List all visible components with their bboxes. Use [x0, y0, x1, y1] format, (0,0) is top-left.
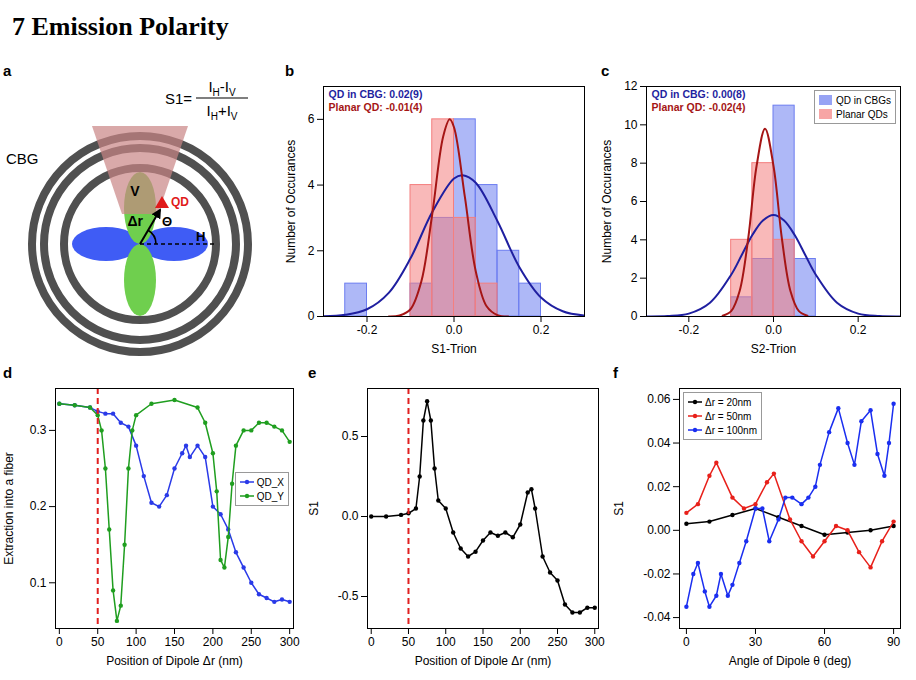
svg-text:30: 30 [749, 635, 763, 649]
svg-text:S1: S1 [307, 501, 321, 516]
svg-text:0.0: 0.0 [342, 509, 359, 523]
svg-text:4: 4 [631, 233, 638, 247]
svg-text:Δr: Δr [127, 213, 143, 229]
html-text:d: d [3, 364, 13, 381]
html-text:f: f [613, 364, 618, 381]
svg-text:Planar QD: -0.01(4): Planar QD: -0.01(4) [329, 101, 423, 113]
svg-text:100: 100 [126, 635, 146, 649]
svg-text:6: 6 [308, 112, 315, 126]
svg-text:Number of Occurances: Number of Occurances [600, 140, 614, 263]
svg-text:150: 150 [164, 635, 184, 649]
svg-text:250: 250 [548, 635, 568, 649]
html-text:Δr = 20nm: Δr = 20nm [705, 396, 752, 408]
svg-text:0.02: 0.02 [647, 480, 671, 494]
svg-text:Position of Dipole Δr (nm): Position of Dipole Δr (nm) [106, 654, 243, 668]
svg-text:-0.02: -0.02 [643, 567, 671, 581]
html-text:c: c [601, 62, 610, 79]
svg-text:-0.5: -0.5 [338, 589, 359, 603]
svg-text:S1=: S1= [165, 90, 192, 107]
svg-text:50: 50 [91, 635, 105, 649]
svg-text:90: 90 [887, 635, 901, 649]
svg-text:6: 6 [631, 194, 638, 208]
svg-text:10: 10 [624, 118, 638, 132]
svg-text:100: 100 [436, 635, 456, 649]
svg-text:4: 4 [308, 178, 315, 192]
svg-text:200: 200 [203, 635, 223, 649]
svg-text:0.04: 0.04 [647, 436, 671, 450]
html-text:a: a [3, 62, 12, 79]
svg-text:0: 0 [368, 635, 375, 649]
svg-text:2: 2 [308, 244, 315, 258]
svg-text:0.06: 0.06 [647, 392, 671, 406]
html-text:Planar QDs: Planar QDs [836, 108, 888, 120]
svg-text:Θ: Θ [162, 214, 172, 229]
svg-text:QD in CBG: 0.00(8): QD in CBG: 0.00(8) [652, 88, 746, 100]
svg-text:0: 0 [56, 635, 63, 649]
svg-text:IH+IV: IH+IV [206, 102, 237, 122]
svg-text:0.1: 0.1 [30, 576, 47, 590]
svg-text:50: 50 [402, 635, 416, 649]
svg-text:S2-Trion: S2-Trion [751, 342, 797, 356]
svg-text:IH-IV: IH-IV [208, 78, 236, 98]
svg-text:Extraction into a fiber: Extraction into a fiber [2, 452, 16, 565]
svg-text:0.5: 0.5 [342, 429, 359, 443]
svg-text:H: H [196, 229, 205, 244]
svg-text:8: 8 [631, 156, 638, 170]
svg-text:-0.2: -0.2 [357, 323, 378, 337]
svg-text:CBG: CBG [6, 150, 39, 167]
svg-text:0.00: 0.00 [647, 523, 671, 537]
svg-text:0.0: 0.0 [765, 323, 782, 337]
svg-text:S1: S1 [612, 501, 626, 516]
svg-text:150: 150 [473, 635, 493, 649]
html-text:Δr = 50nm: Δr = 50nm [705, 410, 752, 422]
html-text:QD_X: QD_X [256, 476, 284, 488]
html-text:e: e [308, 364, 317, 381]
svg-text:0.2: 0.2 [30, 499, 47, 513]
html-text:QD_Y: QD_Y [256, 490, 284, 502]
svg-text:300: 300 [585, 635, 605, 649]
svg-text:QD: QD [171, 195, 189, 209]
svg-text:S1-Trion: S1-Trion [431, 342, 477, 356]
svg-text:0: 0 [308, 309, 315, 323]
svg-text:Planar QD: -0.02(4): Planar QD: -0.02(4) [652, 101, 746, 113]
svg-text:0: 0 [631, 309, 638, 323]
svg-text:0.2: 0.2 [850, 323, 867, 337]
svg-text:Angle of Dipole θ (deg): Angle of Dipole θ (deg) [729, 654, 852, 668]
html-text:QD in CBGs: QD in CBGs [836, 94, 891, 106]
svg-text:-0.04: -0.04 [643, 610, 671, 624]
svg-text:200: 200 [510, 635, 530, 649]
svg-text:0.3: 0.3 [30, 423, 47, 437]
svg-text:12: 12 [624, 79, 638, 93]
svg-text:-0.2: -0.2 [678, 323, 699, 337]
svg-text:QD in CBG: 0.02(9): QD in CBG: 0.02(9) [329, 88, 423, 100]
html-text:b: b [285, 62, 295, 79]
html-text:7 Emission Polarity: 7 Emission Polarity [12, 12, 229, 41]
svg-text:2: 2 [631, 271, 638, 285]
svg-text:0.2: 0.2 [533, 323, 550, 337]
svg-text:V: V [130, 183, 140, 199]
svg-text:300: 300 [280, 635, 300, 649]
svg-text:0.0: 0.0 [446, 323, 463, 337]
html-text:Δr = 100nm: Δr = 100nm [705, 424, 757, 436]
svg-text:60: 60 [818, 635, 832, 649]
svg-text:Position of Dipole Δr (nm): Position of Dipole Δr (nm) [415, 654, 552, 668]
svg-text:Number of Occurances: Number of Occurances [284, 140, 298, 263]
svg-text:250: 250 [241, 635, 261, 649]
svg-text:0: 0 [683, 635, 690, 649]
